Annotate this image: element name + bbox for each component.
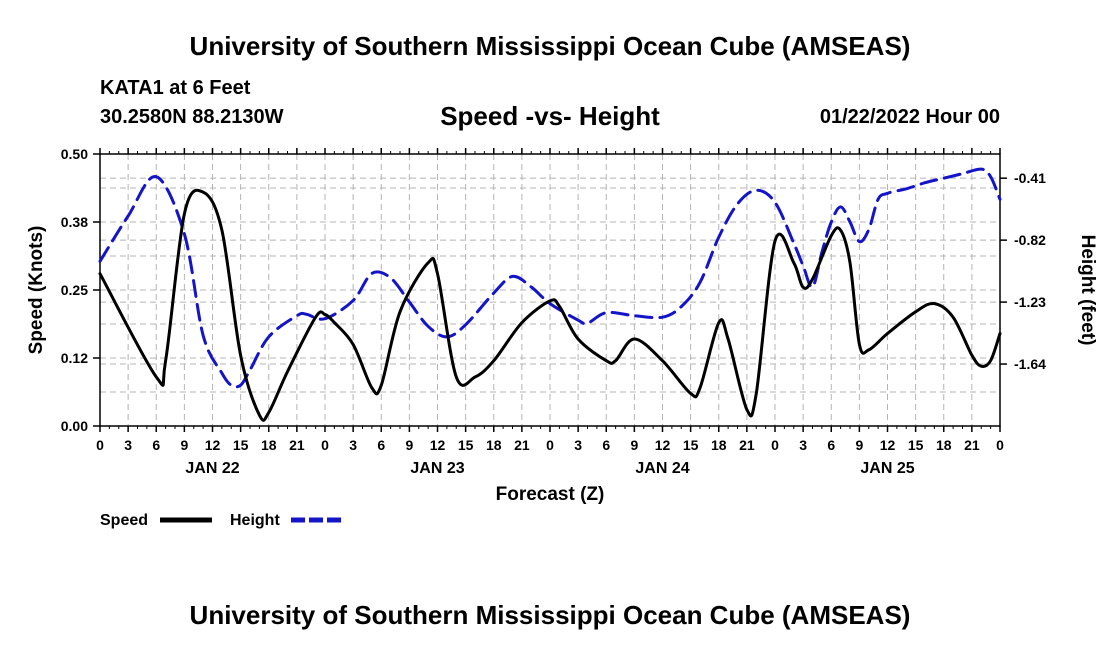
- top-title: University of Southern Mississippi Ocean…: [189, 31, 911, 61]
- location-label: 30.2580N 88.2130W: [100, 106, 284, 128]
- y-tick-label-right: -0.82: [1014, 232, 1046, 248]
- x-tick-label: 15: [908, 437, 924, 453]
- y-tick-label: 0.12: [61, 350, 88, 366]
- x-tick-label: 12: [205, 437, 221, 453]
- x-tick-label: 21: [964, 437, 980, 453]
- x-tick-label: 9: [630, 437, 638, 453]
- y-tick-label: 0.50: [61, 146, 88, 162]
- x-tick-label: 15: [458, 437, 474, 453]
- bottom-title: University of Southern Mississippi Ocean…: [189, 600, 911, 630]
- x-tick-label: 9: [855, 437, 863, 453]
- y-tick-label-right: -0.41: [1014, 170, 1046, 186]
- y-tick-label-right: -1.64: [1014, 356, 1046, 372]
- x-tick-label: 0: [771, 437, 779, 453]
- x-tick-label: 6: [827, 437, 835, 453]
- y-tick-label: 0.38: [61, 214, 88, 230]
- x-tick-label: 0: [546, 437, 554, 453]
- legend-label-height: Height: [230, 512, 280, 529]
- x-tick-label: 0: [996, 437, 1004, 453]
- date-label: 01/22/2022 Hour 00: [819, 106, 1000, 128]
- x-tick-label: 18: [261, 437, 277, 453]
- x-tick-label: 9: [405, 437, 413, 453]
- day-label: JAN 23: [410, 460, 464, 477]
- x-tick-label: 18: [711, 437, 727, 453]
- day-label: JAN 24: [635, 460, 689, 477]
- x-tick-label: 21: [739, 437, 755, 453]
- station-label: KATA1 at 6 Feet: [100, 77, 251, 99]
- x-tick-label: 12: [655, 437, 671, 453]
- x-tick-label: 3: [124, 437, 132, 453]
- y-tick-label: 0.00: [61, 418, 88, 434]
- x-tick-label: 6: [377, 437, 385, 453]
- x-tick-label: 0: [96, 437, 104, 453]
- x-tick-label: 3: [799, 437, 807, 453]
- x-tick-label: 6: [152, 437, 160, 453]
- x-axis-label: Forecast (Z): [496, 484, 605, 505]
- x-tick-label: 15: [233, 437, 249, 453]
- x-tick-label: 0: [321, 437, 329, 453]
- x-tick-label: 21: [289, 437, 305, 453]
- y-axis-label-right: Height (feet): [1077, 235, 1098, 346]
- x-tick-label: 6: [602, 437, 610, 453]
- x-tick-label: 18: [936, 437, 952, 453]
- series-line-height: [98, 167, 1002, 389]
- x-tick-label: 12: [880, 437, 896, 453]
- x-tick-label: 21: [514, 437, 530, 453]
- x-tick-label: 9: [180, 437, 188, 453]
- chart-title: Speed -vs- Height: [440, 101, 660, 131]
- series-line-speed: [98, 188, 1002, 422]
- legend-label-speed: Speed: [100, 512, 148, 529]
- x-tick-label: 3: [574, 437, 582, 453]
- x-tick-label: 18: [486, 437, 502, 453]
- x-tick-label: 3: [349, 437, 357, 453]
- day-label: JAN 25: [860, 460, 914, 477]
- day-label: JAN 22: [185, 460, 239, 477]
- x-tick-label: 15: [683, 437, 699, 453]
- x-tick-label: 12: [430, 437, 446, 453]
- y-tick-label-right: -1.23: [1014, 294, 1046, 310]
- y-axis-label: Speed (Knots): [26, 226, 47, 355]
- y-tick-label: 0.25: [61, 282, 88, 298]
